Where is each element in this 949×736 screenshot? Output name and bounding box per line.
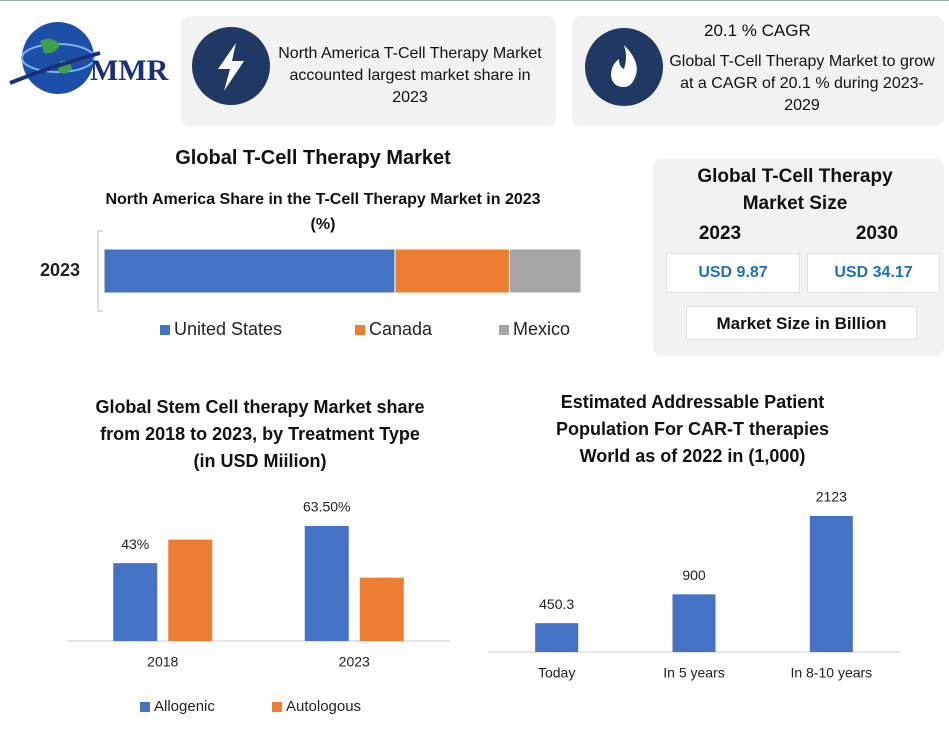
legend-label: Allogenic [154,698,215,715]
legend-label: United States [174,319,282,339]
value-label: 43% [121,536,149,552]
highlight-text: North America T-Cell Therapy Market acco… [278,45,542,106]
year: 2023 [698,223,742,244]
logo-swoosh [9,51,101,85]
legend-label: Autologous [286,698,361,715]
value-label: 2123 [816,489,847,505]
bar [809,516,853,652]
icon-flame-shape [611,45,637,87]
bar-segment [508,248,582,294]
logo-globe [22,22,94,94]
value-label: 63.50% [303,499,350,515]
value-label: 450.3 [539,596,574,612]
bar [304,526,349,641]
note-box [686,306,917,340]
value-label: 900 [682,567,706,583]
bar-segment [394,248,510,294]
bar [168,539,213,641]
legend-label: Canada [369,319,433,339]
highlight-text: Global T-Cell Therapy Market to grow at … [669,53,935,114]
legend-marker [160,325,170,335]
x-tick-label: 2023 [339,654,370,670]
bar [113,563,158,641]
legend-marker [272,702,282,712]
x-tick-label: In 5 years [663,665,724,681]
market-size-note: Market Size in Billion [716,314,887,333]
logo: MMR [9,22,169,94]
bar [359,577,404,641]
highlight-title: 20.1 % CAGR [704,21,811,40]
x-tick-label: Today [538,665,575,681]
chart-subtitle: North America Share in the T-Cell Therap… [105,191,541,233]
chart-title: Global T-Cell Therapy Market [175,147,451,169]
market-value: USD 9.87 [698,264,768,281]
legend-label: Mexico [513,319,570,339]
x-tick-label: In 8-10 years [790,665,872,681]
category-label: 2023 [40,260,80,280]
bar [672,594,716,652]
bar [535,623,579,652]
value-box [807,253,940,293]
icon-flame [585,28,663,106]
chart-title: Global Stem Cell therapy Market share fr… [95,397,425,471]
icon-bolt-shape [218,43,244,91]
market-size-title: Global T-Cell Therapy Market Size [697,166,893,214]
legend-marker [499,325,509,335]
logo-text: MMR [90,54,169,87]
market-value: USD 34.17 [834,264,913,281]
value-box [666,253,800,293]
legend-marker [140,702,150,712]
bar-segment [103,248,396,294]
legend-marker [355,325,365,335]
year: 2030 [855,223,899,244]
x-tick-label: 2018 [147,654,178,670]
chart-title: Estimated Addressable Patient Population… [555,392,829,466]
